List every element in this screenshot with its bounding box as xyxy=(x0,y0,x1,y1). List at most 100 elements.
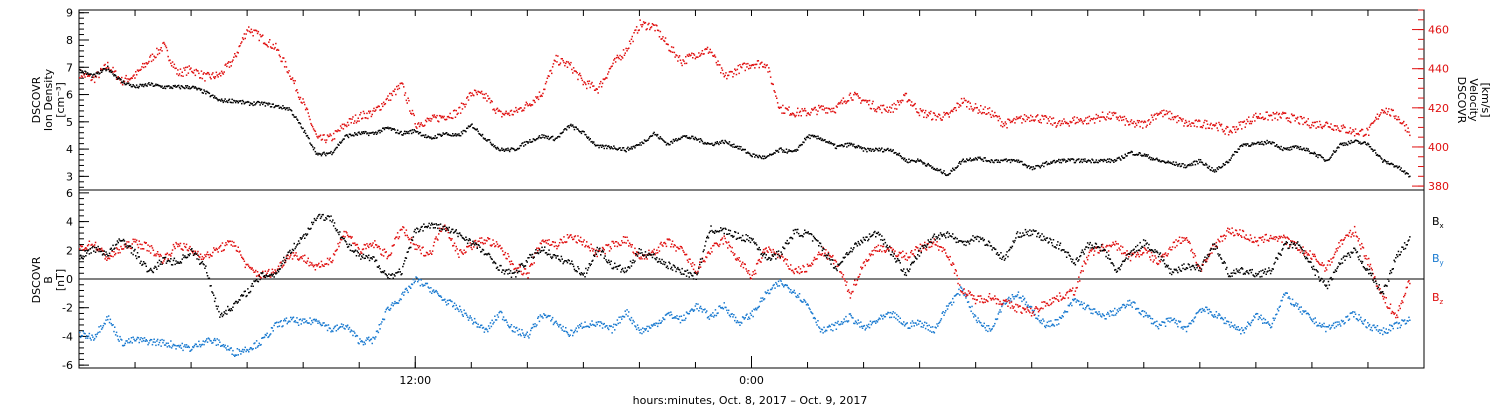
top-velocity-point xyxy=(142,62,144,65)
bottom-by-point xyxy=(636,324,639,326)
top-ion-density-point xyxy=(397,132,400,135)
top-ion-density-point xyxy=(925,165,928,167)
top-ion-density-point xyxy=(1192,161,1195,163)
top-ion-density-point xyxy=(1206,166,1209,169)
top-ion-density-point xyxy=(622,147,625,149)
top-velocity-point xyxy=(408,99,410,102)
bottom-by-point xyxy=(1163,321,1166,324)
bottom-by-point xyxy=(1066,311,1069,313)
bottom-bz-point xyxy=(297,259,300,261)
top-velocity-point xyxy=(262,34,264,36)
bottom-by-point xyxy=(575,327,577,329)
top-ion-density-point xyxy=(529,139,531,141)
top-ion-density-point xyxy=(1390,162,1393,165)
top-velocity-point xyxy=(712,55,714,57)
top-velocity-point xyxy=(794,115,796,118)
bottom-by-point xyxy=(107,315,110,317)
top-ion-density-point xyxy=(684,135,686,137)
bottom-by-point xyxy=(843,318,845,320)
bottom-by-point xyxy=(812,317,815,319)
top-ion-density-point xyxy=(931,167,933,169)
bottom-by-point xyxy=(868,326,871,329)
top-ion-density-point xyxy=(720,142,722,144)
top-ion-density-point xyxy=(698,138,700,140)
top-ion-density-point xyxy=(1094,161,1097,163)
top-velocity-point xyxy=(399,82,401,85)
top-velocity-point xyxy=(970,105,972,108)
top-ion-density-point xyxy=(1276,146,1279,148)
bottom-by-point xyxy=(452,304,455,307)
top-ion-density-point xyxy=(1224,163,1226,166)
bottom-by-point xyxy=(895,317,897,320)
bottom-by-point xyxy=(831,323,833,326)
top-velocity-point xyxy=(936,115,938,118)
bottom-by-point xyxy=(736,320,739,322)
bottom-bz-point xyxy=(282,265,284,267)
top-velocity-point xyxy=(438,114,441,117)
bottom-by-point xyxy=(1205,306,1207,308)
bottom-by-point xyxy=(815,321,817,324)
top-ion-density-point xyxy=(928,164,930,166)
top-ion-density-point xyxy=(1353,140,1356,142)
bottom-bz-point xyxy=(183,242,185,245)
top-velocity-point xyxy=(1199,126,1202,128)
top-velocity-point xyxy=(303,101,305,103)
top-ion-density-point xyxy=(156,83,159,86)
bottom-by-point xyxy=(1163,321,1165,323)
top-velocity-point xyxy=(92,76,94,78)
bottom-bz-point xyxy=(269,275,271,278)
top-ion-density-point xyxy=(1365,143,1367,145)
top-velocity-point xyxy=(516,111,519,113)
top-ion-density-point xyxy=(824,139,826,141)
top-velocity-point xyxy=(339,130,341,132)
top-velocity-point xyxy=(1393,115,1395,118)
top-ion-density-point xyxy=(773,152,775,154)
top-velocity-point xyxy=(568,62,570,65)
top-ion-density-point xyxy=(966,159,969,161)
top-ion-density-point xyxy=(1226,160,1228,163)
top-ion-density-point xyxy=(1301,149,1303,151)
top-velocity-point xyxy=(877,106,880,108)
top-ion-density-point xyxy=(213,97,215,99)
top-velocity-point xyxy=(671,51,674,53)
top-velocity-point xyxy=(241,37,244,39)
top-ion-density-point xyxy=(1153,159,1155,161)
top-velocity-point xyxy=(1330,123,1332,125)
bottom-by-point xyxy=(1243,332,1246,334)
top-ion-density-point xyxy=(1175,161,1177,164)
top-velocity-point xyxy=(1390,108,1393,111)
top-ion-density-point xyxy=(541,134,543,136)
top-ion-density-point xyxy=(629,148,632,150)
top-velocity-point xyxy=(755,63,758,66)
top-velocity-point xyxy=(169,59,171,61)
top-ion-density-point xyxy=(241,99,244,102)
top-velocity-point xyxy=(355,122,358,124)
top-velocity-point xyxy=(1250,122,1253,125)
top-velocity-point xyxy=(910,101,913,103)
top-ion-density-point xyxy=(1272,141,1274,144)
top-velocity-point xyxy=(221,72,224,74)
bottom-by-point xyxy=(89,337,91,339)
top-ion-density-point xyxy=(985,159,987,162)
bottom-bz-point xyxy=(81,245,84,248)
top-ion-density-point xyxy=(633,145,635,147)
top-velocity-point xyxy=(139,69,141,71)
bottom-by-point xyxy=(281,325,283,328)
top-ion-density-point xyxy=(113,75,115,77)
top-velocity-point xyxy=(637,29,640,32)
top-velocity-point xyxy=(91,78,93,81)
top-ion-density-point xyxy=(1111,160,1113,162)
top-velocity-point xyxy=(1015,118,1017,121)
top-velocity-point xyxy=(495,108,498,111)
bottom-by-point xyxy=(1190,322,1192,325)
bottom-by-point xyxy=(1254,316,1256,319)
top-ion-density-point xyxy=(453,134,456,136)
bottom-by-point xyxy=(625,313,627,316)
bottom-by-point xyxy=(974,315,977,317)
top-velocity-point xyxy=(1325,121,1327,124)
top-velocity-point xyxy=(299,96,302,99)
bottom-by-point xyxy=(1249,324,1252,327)
top-velocity-point xyxy=(881,111,883,114)
top-ion-density-point xyxy=(1396,165,1398,167)
top-ion-density-point xyxy=(137,87,140,89)
